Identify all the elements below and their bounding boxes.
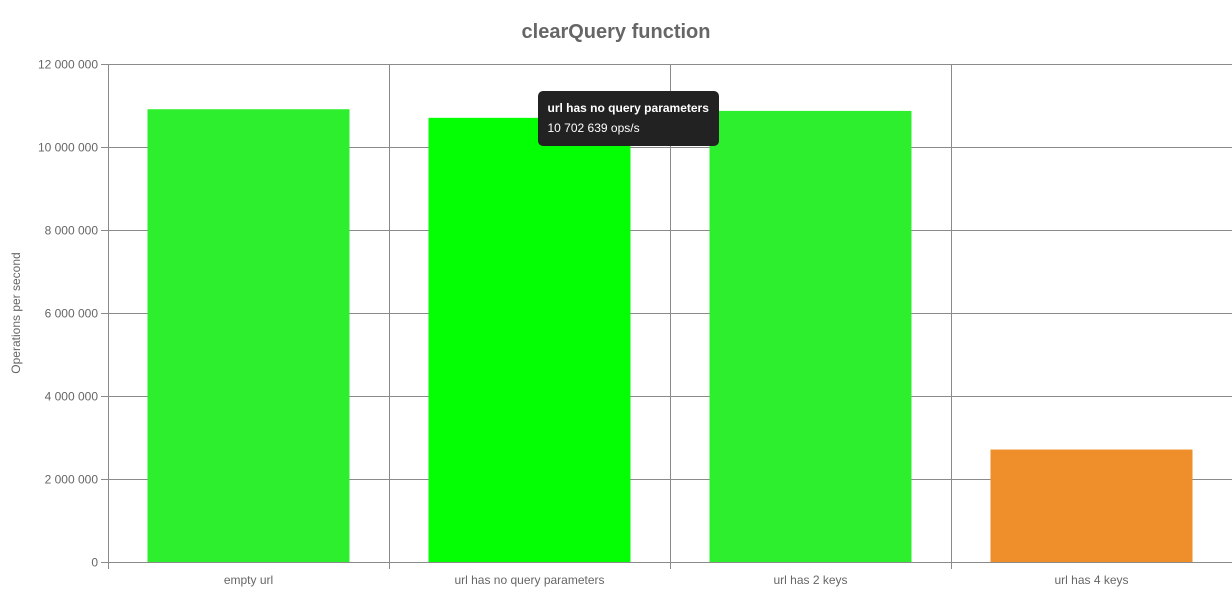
y-tick-label: 6 000 000 xyxy=(45,307,99,321)
x-tick-label: url has 4 keys xyxy=(1054,573,1128,587)
x-tick-label: url has 2 keys xyxy=(773,573,847,587)
bar[interactable] xyxy=(709,110,912,563)
x-tick-label: url has no query parameters xyxy=(454,573,604,587)
y-tick-label: 12 000 000 xyxy=(38,58,98,72)
y-tick-label: 10 000 000 xyxy=(38,141,98,155)
tooltip-value: 10 702 639 ops/s xyxy=(547,120,640,135)
bars xyxy=(147,109,1193,563)
bar[interactable] xyxy=(990,449,1193,562)
y-tick-label: 8 000 000 xyxy=(45,224,99,238)
x-tick-label: empty url xyxy=(224,573,273,587)
y-tick-label: 0 xyxy=(91,556,98,570)
x-tick-labels: empty url url has no query parameters url … xyxy=(224,573,1129,587)
bar[interactable] xyxy=(428,117,631,562)
chart-title: clearQuery function xyxy=(522,21,711,43)
y-tick-label: 2 000 000 xyxy=(45,473,99,487)
bar-tooltip: url has no query parameters 10 702 639 o… xyxy=(537,90,719,146)
y-tick-labels: 0 2 000 000 4 000 000 6 000 000 8 000 000 10 … xyxy=(38,58,98,570)
y-axis-label: Operations per second xyxy=(9,252,23,373)
tooltip-title: url has no query parameters xyxy=(547,100,709,115)
bar[interactable] xyxy=(147,109,350,563)
y-tick-label: 4 000 000 xyxy=(45,390,99,404)
